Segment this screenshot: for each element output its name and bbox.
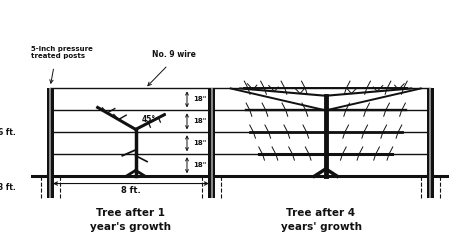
Bar: [211, 89, 213, 198]
Bar: [208, 89, 215, 198]
Text: No. 9 wire: No. 9 wire: [152, 50, 196, 59]
Text: 3 ft.: 3 ft.: [0, 183, 16, 192]
Text: 5-inch pressure
treated posts: 5-inch pressure treated posts: [31, 46, 93, 59]
Bar: [429, 89, 431, 198]
Text: 18": 18": [194, 96, 207, 102]
Bar: [49, 89, 51, 198]
Text: Tree after 4
years' growth: Tree after 4 years' growth: [280, 208, 361, 232]
Text: Tree after 1
year's growth: Tree after 1 year's growth: [90, 208, 171, 232]
Bar: [47, 89, 54, 198]
Bar: [427, 89, 434, 198]
Text: 18": 18": [194, 118, 207, 124]
Text: 6 ft.: 6 ft.: [0, 128, 16, 137]
Text: 18": 18": [194, 162, 207, 168]
Text: 8 ft.: 8 ft.: [121, 186, 141, 195]
Text: 45°: 45°: [141, 115, 156, 124]
Text: 18": 18": [194, 140, 207, 146]
